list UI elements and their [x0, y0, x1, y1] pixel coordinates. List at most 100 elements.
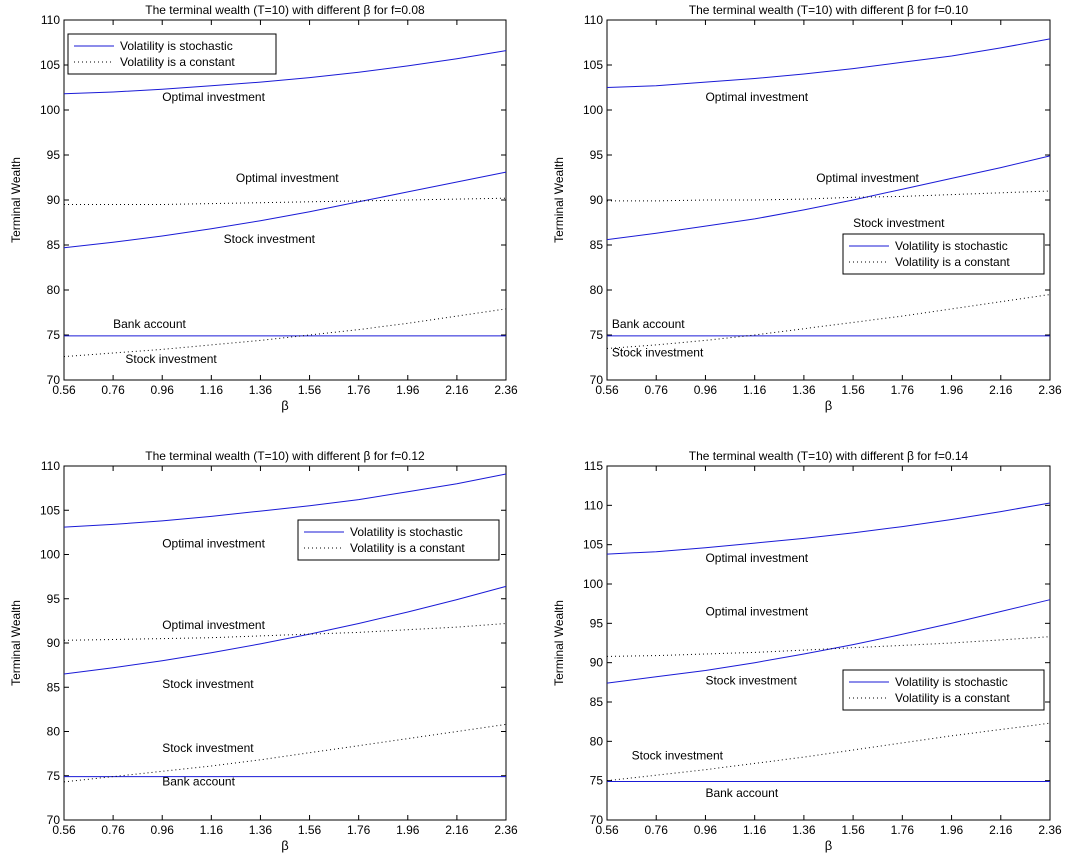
- x-tick-label: 1.76: [891, 823, 915, 837]
- y-tick-label: 95: [47, 148, 61, 162]
- x-tick-label: 1.16: [200, 383, 224, 397]
- y-tick-label: 90: [47, 193, 61, 207]
- y-tick-label: 75: [47, 328, 61, 342]
- y-tick-label: 110: [41, 459, 60, 473]
- constant-series-line: [63, 623, 507, 641]
- chart-title: The terminal wealth (T=10) with differen…: [689, 3, 969, 17]
- annotation-label: Stock investment: [612, 346, 704, 360]
- annotation-label: Stock investment: [853, 216, 945, 230]
- annotation-label: Optimal investment: [705, 90, 808, 104]
- x-axis-label: β: [825, 838, 832, 853]
- legend-box: [297, 519, 500, 561]
- x-tick-label: 1.76: [891, 383, 915, 397]
- annotation-label: Optimal investment: [162, 618, 265, 632]
- y-tick-label: 80: [47, 283, 61, 297]
- y-axis-label: Terminal Wealth: [552, 600, 566, 686]
- x-tick-label: 1.96: [396, 823, 420, 837]
- stochastic-series-line: [63, 171, 507, 249]
- stochastic-series-line: [606, 599, 1051, 684]
- x-tick-label: 2.16: [989, 383, 1013, 397]
- annotation-label: Optimal investment: [705, 551, 808, 565]
- x-tick-label: 0.76: [645, 383, 669, 397]
- annotation-label: Stock investment: [632, 748, 724, 762]
- y-tick-label: 75: [47, 769, 61, 783]
- subplot-1: The terminal wealth (T=10) with differen…: [9, 3, 518, 413]
- annotation-label: Stock investment: [705, 674, 797, 688]
- legend: Volatility is stochastic Volatility is a …: [297, 519, 500, 561]
- y-tick-label: 100: [40, 548, 60, 562]
- x-tick-label: 1.16: [743, 823, 767, 837]
- y-tick-label: 85: [590, 695, 604, 709]
- x-tick-label: 0.56: [52, 823, 76, 837]
- legend: Volatility is stochastic Volatility is a …: [842, 669, 1045, 711]
- subplot-4: The terminal wealth (T=10) with differen…: [552, 449, 1062, 853]
- x-tick-label: 0.56: [52, 383, 76, 397]
- y-tick-label: 90: [590, 656, 604, 670]
- y-tick-label: 105: [40, 58, 60, 72]
- x-axis-label: β: [825, 398, 832, 413]
- annotation-label: Stock investment: [125, 352, 217, 366]
- legend-entry-label: Volatility is stochastic: [350, 525, 463, 539]
- annotation-label: Optimal investment: [705, 604, 808, 618]
- y-tick-label: 85: [47, 238, 61, 252]
- x-tick-label: 1.36: [792, 823, 816, 837]
- legend-entry-label: Volatility is stochastic: [895, 675, 1008, 689]
- y-tick-label: 105: [583, 58, 603, 72]
- x-tick-label: 1.56: [841, 383, 865, 397]
- y-tick-label: 85: [47, 680, 61, 694]
- annotation-label: Optimal investment: [162, 536, 265, 550]
- y-tick-label: 90: [590, 193, 604, 207]
- y-tick-label: 70: [47, 373, 61, 387]
- annotation-label: Optimal investment: [236, 171, 339, 185]
- y-tick-label: 110: [584, 13, 603, 27]
- y-tick-label: 100: [583, 577, 603, 591]
- y-tick-label: 70: [590, 813, 604, 827]
- x-tick-label: 1.96: [940, 823, 964, 837]
- x-tick-label: 0.76: [645, 823, 669, 837]
- y-tick-label: 100: [583, 103, 603, 117]
- legend-entry-label: Volatility is a constant: [120, 55, 235, 69]
- y-tick-label: 115: [584, 459, 603, 473]
- y-tick-label: 95: [590, 148, 604, 162]
- stochastic-series-line: [63, 473, 507, 528]
- y-tick-label: 75: [590, 328, 604, 342]
- x-tick-label: 1.36: [249, 383, 273, 397]
- subplot-2: The terminal wealth (T=10) with differen…: [552, 3, 1062, 413]
- annotation-label: Bank account: [612, 317, 685, 331]
- legend: Volatility is stochastic Volatility is a …: [842, 233, 1045, 275]
- legend-entry-label: Volatility is stochastic: [120, 39, 233, 53]
- x-tick-label: 1.16: [200, 823, 224, 837]
- x-tick-label: 1.76: [347, 823, 371, 837]
- axes-frame: [606, 465, 1051, 821]
- stochastic-series-line: [63, 585, 507, 675]
- x-tick-label: 1.16: [743, 383, 767, 397]
- x-tick-label: 2.16: [989, 823, 1013, 837]
- legend-entry-label: Volatility is stochastic: [895, 239, 1008, 253]
- y-tick-label: 80: [590, 283, 604, 297]
- chart-title: The terminal wealth (T=10) with differen…: [689, 449, 969, 463]
- annotation-label: Optimal investment: [816, 171, 919, 185]
- constant-series-line: [606, 722, 1051, 782]
- stochastic-series-line: [606, 38, 1051, 88]
- y-tick-label: 100: [40, 103, 60, 117]
- axes-frame: [63, 465, 507, 821]
- stochastic-series-line: [606, 502, 1051, 555]
- stochastic-series-line: [63, 50, 507, 95]
- annotation-label: Stock investment: [162, 677, 254, 691]
- stochastic-series-line: [606, 155, 1051, 241]
- y-axis-label: Terminal Wealth: [552, 157, 566, 243]
- legend-box: [67, 33, 277, 75]
- y-tick-label: 95: [590, 616, 604, 630]
- y-axis-label: Terminal Wealth: [9, 157, 23, 243]
- x-axis-label: β: [281, 838, 288, 853]
- y-tick-label: 75: [590, 774, 604, 788]
- annotation-label: Bank account: [162, 774, 235, 788]
- x-tick-label: 2.36: [494, 383, 518, 397]
- x-tick-label: 1.36: [249, 823, 273, 837]
- y-tick-label: 95: [47, 592, 61, 606]
- legend-entry-label: Volatility is a constant: [895, 691, 1010, 705]
- chart-title: The terminal wealth (T=10) with differen…: [145, 449, 425, 463]
- subplot-3: The terminal wealth (T=10) with differen…: [9, 449, 518, 853]
- x-tick-label: 1.36: [792, 383, 816, 397]
